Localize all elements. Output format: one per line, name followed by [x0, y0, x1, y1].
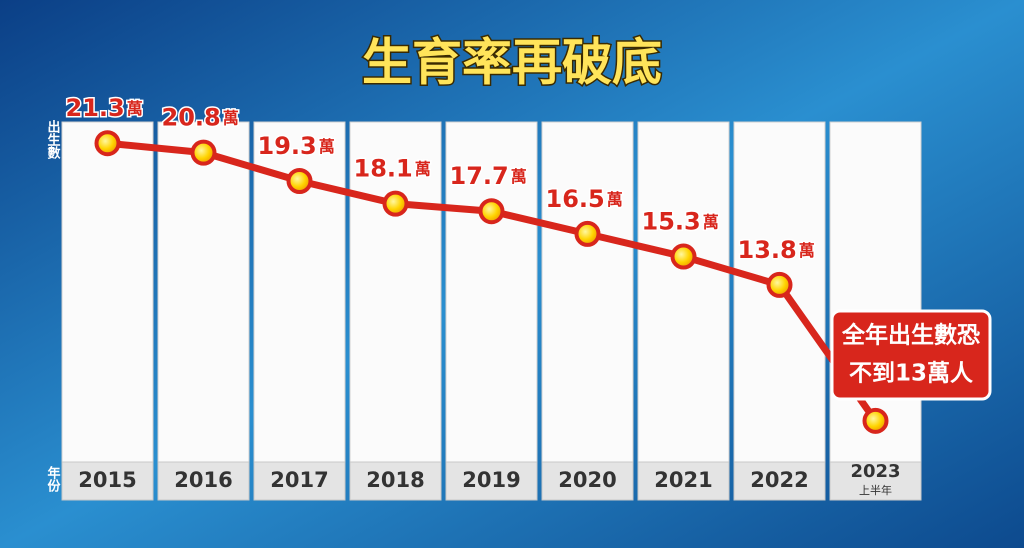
column-panel	[541, 121, 634, 463]
annotation-text: 全年出生數恐	[841, 322, 980, 349]
x-tick-label: 2017	[270, 468, 328, 492]
data-point	[574, 220, 601, 247]
column-panel	[829, 121, 922, 463]
annotation-box	[830, 309, 992, 401]
data-label: 18.1 萬	[354, 155, 431, 183]
data-label: 13.8 萬	[738, 236, 815, 264]
column-label-band	[445, 461, 538, 501]
column-panel	[445, 121, 538, 463]
x-tick-label: 2021	[654, 468, 712, 492]
column-label-band	[157, 461, 250, 501]
data-label: 20.8 萬	[162, 104, 239, 132]
data-point	[286, 168, 313, 194]
x-tick-label: 2015	[78, 468, 136, 492]
annotation: 全年出生數恐 不到13萬人	[830, 309, 992, 401]
column-label-band	[541, 461, 634, 501]
x-tick-label: 2020	[558, 468, 616, 492]
data-label: 21.3 萬	[66, 94, 143, 122]
data-point	[94, 130, 121, 157]
x-axis-label: 年份	[45, 465, 61, 493]
chart-title: 生育率再破底	[362, 34, 662, 92]
x-tick-label: 2022	[750, 468, 808, 492]
column-panel	[637, 121, 730, 463]
column-label-band	[829, 461, 922, 501]
column-label-band	[349, 461, 442, 501]
data-point	[382, 190, 409, 217]
x-tick-label: 2019	[462, 468, 520, 492]
y-axis-label: 出生數	[45, 119, 61, 160]
data-label: 17.7 萬	[450, 162, 527, 190]
data-point	[190, 139, 217, 166]
x-tick-label: 2016	[174, 468, 232, 492]
data-label: 16.5 萬	[546, 185, 623, 213]
data-point	[766, 271, 793, 298]
column-label-band	[733, 461, 826, 501]
x-tick-label: 2023	[850, 461, 900, 482]
column-panel	[157, 121, 250, 463]
data-point	[862, 407, 889, 434]
x-tick-label: 2018	[366, 468, 424, 492]
column-label-band	[637, 461, 730, 501]
column-label-band	[61, 461, 154, 501]
column-panel	[61, 121, 154, 463]
data-label: 19.3 萬	[258, 132, 335, 160]
x-tick-note: 上半年	[859, 483, 892, 497]
annotation-text: 不到13萬人	[849, 361, 974, 387]
data-point	[478, 198, 505, 225]
column-label-band	[253, 461, 346, 501]
data-label: 15.3 萬	[642, 208, 719, 236]
data-point	[670, 243, 697, 270]
